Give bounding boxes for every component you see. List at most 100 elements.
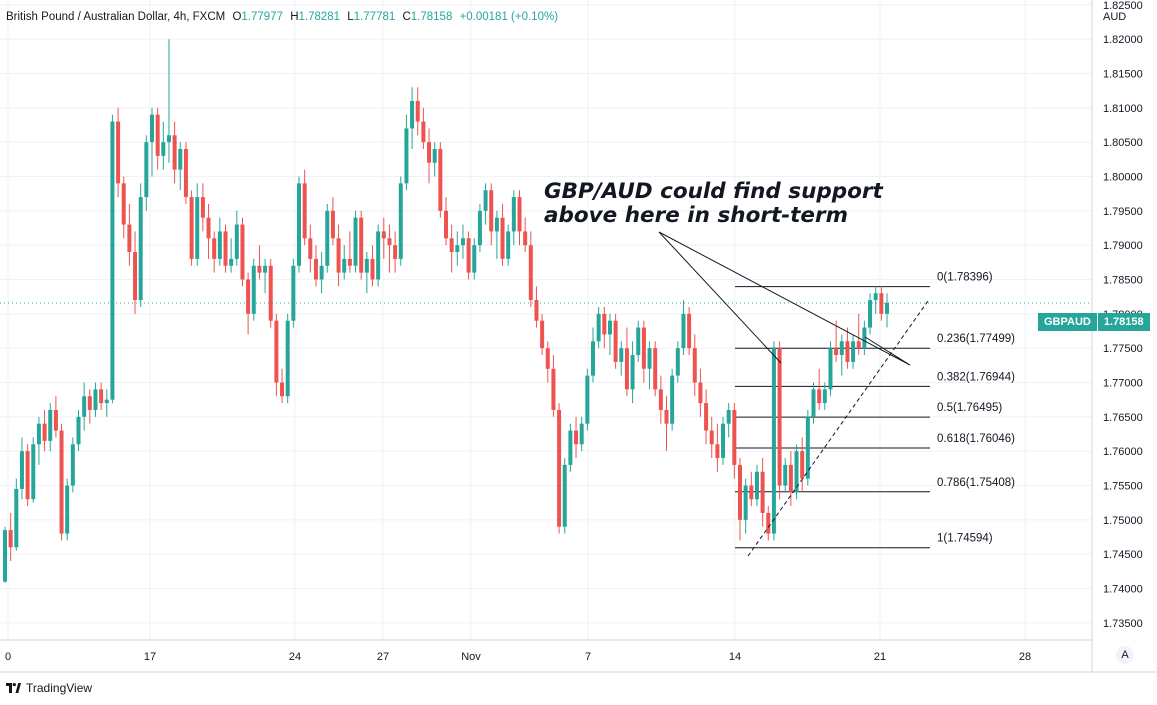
candle	[687, 306, 692, 356]
candle-body	[274, 320, 279, 383]
candle	[195, 183, 200, 266]
candle	[381, 217, 386, 259]
candle	[313, 245, 318, 287]
candle	[528, 231, 533, 307]
candle-body	[517, 197, 522, 232]
candle-body	[800, 451, 805, 479]
candle-body	[104, 399, 109, 404]
candle-body	[8, 530, 13, 548]
candle	[681, 300, 686, 356]
candle	[330, 197, 335, 246]
candle-body	[127, 224, 132, 253]
candle	[607, 313, 612, 356]
candle-body	[754, 471, 759, 500]
candle	[387, 224, 392, 273]
candle-body	[766, 512, 771, 534]
candle	[302, 169, 307, 246]
x-tick-label: 0	[5, 651, 11, 663]
candle-body	[834, 348, 839, 356]
candle-body	[212, 238, 217, 259]
candle-body	[93, 389, 98, 410]
candle	[817, 368, 822, 410]
candle	[172, 121, 177, 184]
drawings[interactable]	[0, 231, 1092, 557]
annotation-callout[interactable]	[658, 231, 911, 366]
trend-line[interactable]	[747, 300, 929, 557]
candle	[53, 396, 58, 438]
candle-body	[534, 300, 539, 321]
candle-body	[217, 231, 222, 259]
fibonacci-retracement[interactable]: 0(1.78396) 0.236(1.77499) 0.382(1.76944) 0.…	[735, 272, 1015, 549]
candle	[885, 293, 889, 328]
candle	[410, 87, 415, 150]
candle	[155, 107, 160, 170]
candle	[183, 142, 188, 204]
candle	[25, 444, 30, 507]
candle-body	[381, 231, 386, 239]
candle	[110, 114, 115, 404]
candle-body	[70, 444, 75, 486]
candle	[133, 231, 138, 314]
candle-body	[110, 121, 115, 400]
candle-body	[398, 183, 403, 259]
candle	[721, 416, 726, 465]
y-tick-label: 1.73500	[1103, 618, 1143, 630]
candle	[138, 183, 143, 307]
candle	[828, 341, 833, 397]
candle-body	[3, 530, 7, 582]
candle	[805, 409, 810, 486]
candle-body	[291, 265, 296, 321]
candle	[472, 238, 477, 280]
auto-scale-button[interactable]: A	[1116, 646, 1134, 664]
chart-annotation[interactable]: GBP/AUD could find support above here in…	[544, 180, 884, 228]
candle	[347, 231, 352, 273]
candle-body	[353, 217, 358, 266]
candle	[602, 306, 607, 349]
tradingview-logo-icon	[6, 683, 21, 693]
price-tag-symbol: GBPAUD	[1038, 313, 1097, 331]
candle-body	[82, 396, 87, 417]
candle-body	[150, 114, 154, 143]
candle	[641, 320, 646, 383]
candle	[517, 190, 522, 246]
candle-body	[511, 197, 516, 232]
candle-body	[121, 183, 126, 225]
fib-level-label: 0.618(1.76046)	[937, 433, 1015, 445]
candle	[636, 320, 641, 362]
y-tick-label: 1.80000	[1103, 171, 1143, 183]
tradingview-footer[interactable]: TradingView	[6, 681, 92, 695]
candle	[630, 341, 635, 404]
candle	[647, 341, 652, 390]
candle-body	[133, 252, 138, 301]
candle	[116, 107, 121, 198]
candle	[121, 176, 126, 239]
candle	[99, 382, 104, 410]
candle-body	[472, 245, 477, 273]
candle-body	[161, 142, 166, 156]
y-tick-label: 1.77000	[1103, 377, 1143, 389]
candle	[489, 183, 494, 246]
candle-body	[427, 142, 432, 163]
candle-body	[65, 485, 70, 534]
candle	[353, 210, 358, 273]
candle	[376, 224, 381, 287]
candle	[585, 368, 590, 431]
candle-body	[206, 217, 211, 239]
annotation-line-1: GBP/AUD could find support	[544, 179, 883, 204]
candle-body	[308, 238, 313, 259]
candle-body	[370, 258, 375, 280]
candle	[246, 272, 251, 335]
x-tick-label: 7	[585, 651, 591, 663]
candle	[545, 341, 550, 383]
candle	[223, 224, 228, 273]
candle	[398, 176, 403, 266]
candle-body	[376, 231, 381, 280]
y-tick-label: 1.81500	[1103, 68, 1143, 80]
candle	[466, 231, 471, 280]
candle-body	[36, 423, 41, 445]
y-tick-label: 1.75500	[1103, 480, 1143, 492]
candle	[104, 389, 109, 417]
symbol-legend[interactable]: British Pound / Australian Dollar, 4h, F…	[6, 11, 558, 23]
